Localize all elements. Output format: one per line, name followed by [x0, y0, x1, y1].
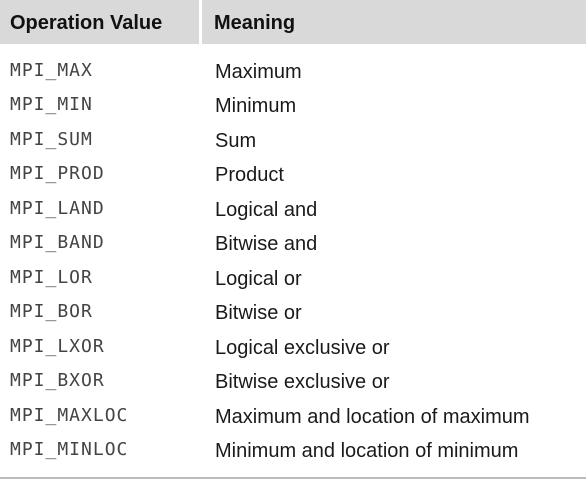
operation-value: MPI_MAX	[10, 60, 93, 81]
meaning: Logical exclusive or	[215, 336, 390, 359]
meaning: Bitwise exclusive or	[215, 371, 390, 394]
meaning: Logical or	[215, 267, 302, 290]
operation-value: MPI_MINLOC	[10, 438, 129, 460]
meaning: Bitwise and	[215, 233, 318, 256]
operation-value: MPI_SUM	[10, 128, 93, 150]
header-cell-bg	[202, 0, 586, 44]
operation-value: MPI_MIN	[10, 94, 93, 116]
operation-value: MPI_LXOR	[10, 335, 105, 357]
operation-value: MPI_BXOR	[10, 370, 105, 392]
meaning: Product	[215, 164, 284, 187]
header-cell-bg	[0, 0, 199, 44]
header-text: Meaning	[214, 12, 296, 34]
meaning: Maximum and location of maximum	[215, 405, 530, 428]
operation-value: MPI_BOR	[10, 301, 93, 323]
meaning: Maximum	[215, 61, 302, 83]
operation-value: MPI_MAXLOC	[10, 404, 129, 426]
bottom-rule	[0, 477, 586, 479]
operation-value: MPI_BAND	[10, 232, 105, 254]
meaning: Logical and	[215, 198, 318, 221]
operation-value: MPI_LOR	[10, 266, 93, 288]
header-text: Operation Value	[10, 12, 163, 34]
meaning: Sum	[215, 129, 257, 152]
meaning: Minimum and location of minimum	[215, 439, 519, 462]
meaning: Minimum	[215, 95, 297, 118]
meaning: Bitwise or	[215, 302, 302, 325]
operation-value: MPI_PROD	[10, 163, 105, 185]
operation-value: MPI_LAND	[10, 197, 105, 219]
